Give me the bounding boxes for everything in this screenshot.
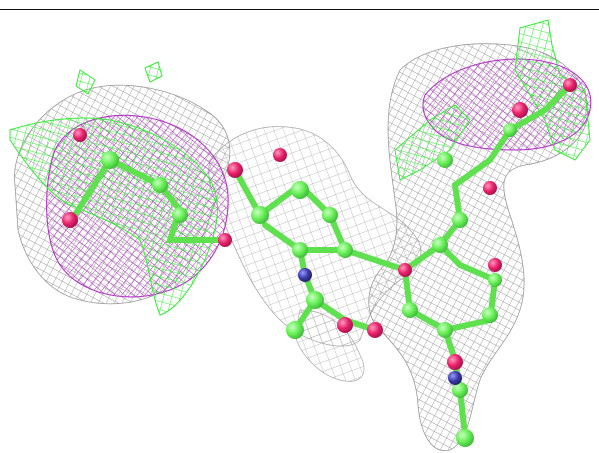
atom-carbon (337, 242, 353, 258)
atom-carbon (152, 177, 168, 193)
bond-path-center-2 (292, 247, 319, 333)
atom-oxygen (367, 322, 383, 338)
atom-carbon (291, 181, 309, 199)
atom-oxygen (563, 78, 577, 92)
atom-carbon (172, 207, 188, 223)
atom-carbon (101, 151, 119, 169)
bond-path-top-right (487, 82, 573, 163)
atom-carbon (251, 206, 269, 224)
green-right-arm (394, 104, 471, 181)
atom-carbon (437, 322, 453, 338)
atom-oxygen (337, 317, 353, 333)
atom-carbon (432, 237, 448, 253)
molecule-canvas (9, 19, 592, 451)
atom-nitrogen (298, 268, 312, 282)
atom-oxygen (273, 148, 287, 162)
atom-carbon (306, 291, 324, 309)
atom-oxygen (488, 258, 502, 272)
atom-carbon (452, 212, 468, 228)
atom-oxygen (73, 128, 87, 142)
atom-carbon (482, 307, 498, 323)
atom-carbon (488, 273, 502, 287)
bond-path-left (72, 156, 223, 243)
atom-oxygen (227, 162, 243, 178)
green-small-tuft-1 (144, 61, 163, 83)
green-left-cage (9, 117, 218, 316)
atom-carbon (452, 382, 468, 398)
atom-carbon (292, 242, 308, 258)
atom-oxygen (447, 354, 463, 370)
atom-oxygen (62, 212, 78, 228)
green-right-top (514, 19, 591, 161)
top-border-line (0, 9, 599, 10)
atom-oxygen (218, 233, 232, 247)
atom-carbon (402, 302, 418, 318)
atom-nitrogen (448, 371, 462, 385)
atoms (62, 78, 577, 447)
bond-network (72, 82, 573, 438)
atom-carbon (437, 152, 453, 168)
atom-oxygen (483, 181, 497, 195)
atom-oxygen (398, 263, 412, 277)
bond-path-link (342, 157, 493, 274)
atom-carbon (322, 207, 338, 223)
atom-carbon (503, 123, 517, 137)
mesh-lower-tail (294, 309, 365, 382)
atom-oxygen (512, 102, 528, 118)
green-small-tuft-2 (75, 69, 96, 95)
atom-carbon (286, 321, 304, 339)
atom-carbon (456, 429, 474, 447)
green-difference-mesh (9, 19, 591, 316)
